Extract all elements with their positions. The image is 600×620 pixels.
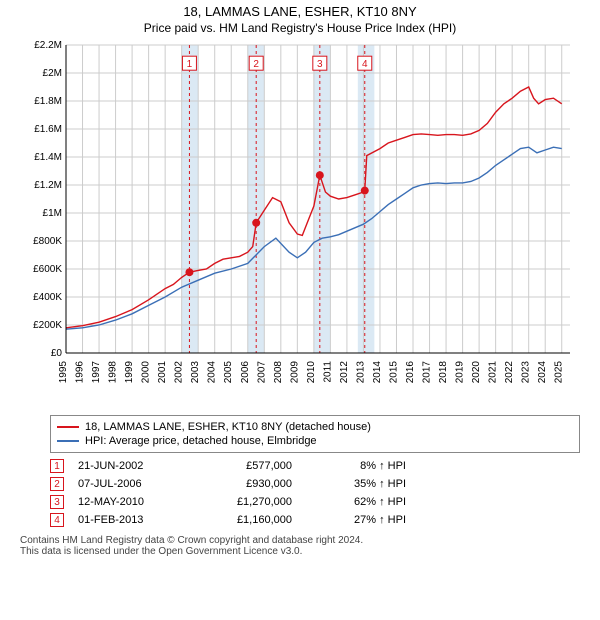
legend-label: HPI: Average price, detached house, Elmb…: [85, 435, 317, 447]
svg-text:2020: 2020: [471, 361, 482, 384]
sale-row: 3 12-MAY-2010 £1,270,000 62% ↑ HPI: [50, 493, 600, 511]
svg-text:1997: 1997: [91, 361, 102, 384]
svg-text:2019: 2019: [455, 361, 466, 384]
svg-text:2003: 2003: [190, 361, 201, 384]
sale-price: £930,000: [202, 478, 292, 490]
svg-text:2004: 2004: [207, 361, 218, 384]
legend-item: HPI: Average price, detached house, Elmb…: [57, 434, 573, 448]
svg-text:£400K: £400K: [33, 292, 62, 303]
sale-price: £577,000: [202, 460, 292, 472]
svg-text:3: 3: [317, 59, 323, 70]
svg-text:2018: 2018: [438, 361, 449, 384]
svg-text:1995: 1995: [58, 361, 69, 384]
svg-text:1: 1: [187, 59, 193, 70]
svg-text:2012: 2012: [339, 361, 350, 384]
svg-text:2021: 2021: [488, 361, 499, 384]
sale-date: 07-JUL-2006: [78, 478, 188, 490]
svg-text:2016: 2016: [405, 361, 416, 384]
svg-text:£1M: £1M: [43, 208, 62, 219]
svg-text:2013: 2013: [355, 361, 366, 384]
sale-marker: 3: [50, 495, 64, 509]
svg-text:£600K: £600K: [33, 264, 62, 275]
footer-attribution: Contains HM Land Registry data © Crown c…: [0, 529, 600, 557]
svg-text:2: 2: [253, 59, 259, 70]
legend-swatch: [57, 440, 79, 442]
svg-text:4: 4: [362, 59, 368, 70]
footer-line: This data is licensed under the Open Gov…: [20, 546, 580, 557]
svg-text:£1.8M: £1.8M: [34, 96, 62, 107]
svg-text:2015: 2015: [388, 361, 399, 384]
sale-row: 4 01-FEB-2013 £1,160,000 27% ↑ HPI: [50, 511, 600, 529]
svg-text:1999: 1999: [124, 361, 135, 384]
svg-text:1998: 1998: [108, 361, 119, 384]
svg-text:£2M: £2M: [43, 68, 62, 79]
footer-line: Contains HM Land Registry data © Crown c…: [20, 535, 580, 546]
svg-text:2007: 2007: [256, 361, 267, 384]
svg-text:£2.2M: £2.2M: [34, 40, 62, 51]
price-chart: £0 £200K £400K £600K £800K £1M £1.2M £1.4M £1.6M…: [20, 39, 580, 409]
sale-row: 1 21-JUN-2002 £577,000 8% ↑ HPI: [50, 457, 600, 475]
svg-text:£1.6M: £1.6M: [34, 124, 62, 135]
svg-text:1996: 1996: [75, 361, 86, 384]
sale-hpi: 35% ↑ HPI: [306, 478, 406, 490]
sale-marker: 2: [50, 477, 64, 491]
page-subtitle: Price paid vs. HM Land Registry's House …: [0, 19, 600, 39]
svg-text:2017: 2017: [422, 361, 433, 384]
sale-price: £1,160,000: [202, 514, 292, 526]
legend: 18, LAMMAS LANE, ESHER, KT10 8NY (detach…: [50, 415, 580, 453]
sale-hpi: 27% ↑ HPI: [306, 514, 406, 526]
svg-text:2009: 2009: [289, 361, 300, 384]
svg-text:2022: 2022: [504, 361, 515, 384]
svg-text:2005: 2005: [223, 361, 234, 384]
legend-item: 18, LAMMAS LANE, ESHER, KT10 8NY (detach…: [57, 420, 573, 434]
legend-label: 18, LAMMAS LANE, ESHER, KT10 8NY (detach…: [85, 421, 371, 433]
sale-date: 21-JUN-2002: [78, 460, 188, 472]
svg-text:2025: 2025: [554, 361, 565, 384]
sale-date: 01-FEB-2013: [78, 514, 188, 526]
page-title: 18, LAMMAS LANE, ESHER, KT10 8NY: [0, 0, 600, 19]
svg-text:2010: 2010: [306, 361, 317, 384]
svg-text:£1.2M: £1.2M: [34, 180, 62, 191]
sale-hpi: 8% ↑ HPI: [306, 460, 406, 472]
svg-text:2014: 2014: [372, 361, 383, 384]
legend-swatch: [57, 426, 79, 428]
sale-date: 12-MAY-2010: [78, 496, 188, 508]
sale-marker: 1: [50, 459, 64, 473]
svg-text:£200K: £200K: [33, 320, 62, 331]
sale-row: 2 07-JUL-2006 £930,000 35% ↑ HPI: [50, 475, 600, 493]
svg-text:2023: 2023: [521, 361, 532, 384]
svg-text:2002: 2002: [174, 361, 185, 384]
svg-text:£0: £0: [51, 348, 63, 359]
svg-text:2000: 2000: [141, 361, 152, 384]
svg-text:2008: 2008: [273, 361, 284, 384]
svg-text:2006: 2006: [240, 361, 251, 384]
svg-text:£1.4M: £1.4M: [34, 152, 62, 163]
sales-table: 1 21-JUN-2002 £577,000 8% ↑ HPI 2 07-JUL-2006…: [0, 457, 600, 529]
svg-text:2001: 2001: [157, 361, 168, 384]
sale-price: £1,270,000: [202, 496, 292, 508]
sale-marker: 4: [50, 513, 64, 527]
sale-hpi: 62% ↑ HPI: [306, 496, 406, 508]
svg-text:£800K: £800K: [33, 236, 62, 247]
svg-text:2011: 2011: [322, 361, 333, 383]
svg-text:2024: 2024: [537, 361, 548, 384]
